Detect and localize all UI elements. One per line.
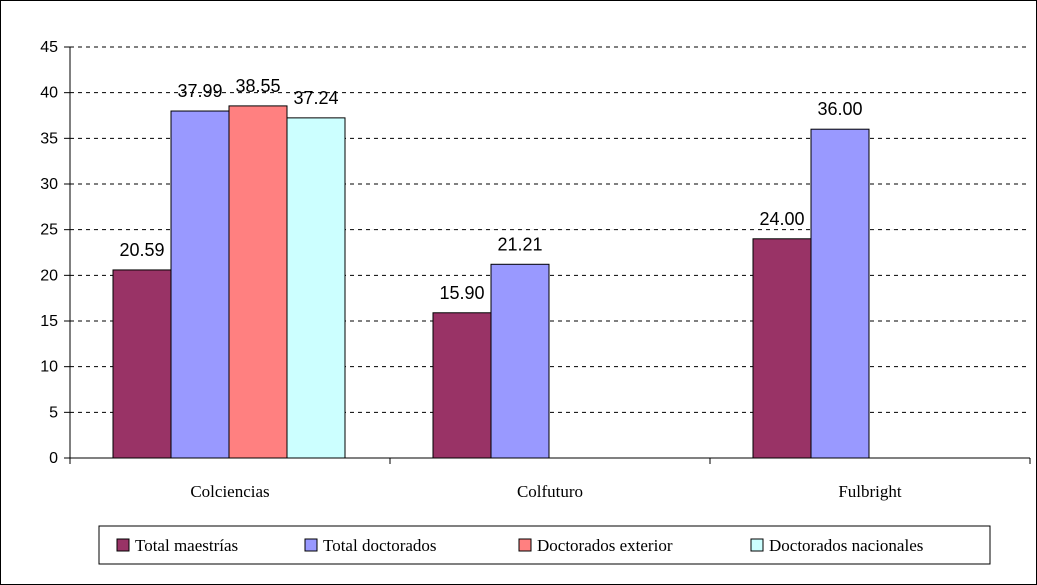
data-label: 37.24 [293, 88, 338, 108]
bar [286, 117, 346, 459]
data-label: 20.59 [119, 240, 164, 260]
data-label: 38.55 [235, 76, 280, 96]
y-tick-label: 20 [40, 267, 58, 284]
data-label: 36.00 [817, 99, 862, 119]
y-tick-label: 0 [49, 450, 58, 467]
legend-label: Total doctorados [323, 536, 437, 555]
bar [810, 128, 870, 459]
data-label: 24.00 [759, 209, 804, 229]
data-label: 37.99 [177, 81, 222, 101]
data-label: 21.21 [497, 234, 542, 254]
legend-label: Total maestrías [135, 536, 238, 555]
y-tick-label: 5 [49, 404, 58, 421]
legend-swatch [750, 538, 764, 552]
bar [112, 269, 172, 459]
category-label: Colfuturo [517, 482, 583, 501]
y-tick-label: 45 [40, 39, 58, 56]
category-label: Colciencias [190, 482, 269, 501]
bar [170, 110, 230, 459]
y-axis: 0 5 10 15 20 25 30 35 40 45 [40, 39, 71, 467]
y-tick-label: 40 [40, 85, 58, 102]
data-label: 15.90 [439, 283, 484, 303]
legend-label: Doctorados nacionales [769, 536, 923, 555]
y-tick-label: 30 [40, 176, 58, 193]
x-axis: Colciencias Colfuturo Fulbright [69, 457, 1031, 501]
legend: Total maestrías Total doctorados Doctorado… [98, 525, 991, 565]
legend-swatch [304, 538, 318, 552]
bar [490, 263, 550, 459]
legend-box [98, 525, 991, 565]
y-tick-label: 15 [40, 313, 58, 330]
legend-label: Doctorados exterior [537, 536, 673, 555]
legend-swatch [518, 538, 532, 552]
y-tick-label: 10 [40, 359, 58, 376]
data-labels: 20.59 37.99 38.55 37.24 15.90 21.21 24.00 36.00 [119, 76, 862, 303]
bar [432, 312, 492, 459]
bar [752, 238, 812, 459]
category-label: Fulbright [838, 482, 902, 501]
bar [228, 105, 288, 459]
bars [112, 105, 870, 459]
y-tick-label: 35 [40, 130, 58, 147]
legend-swatch [116, 538, 130, 552]
y-tick-label: 25 [40, 222, 58, 239]
